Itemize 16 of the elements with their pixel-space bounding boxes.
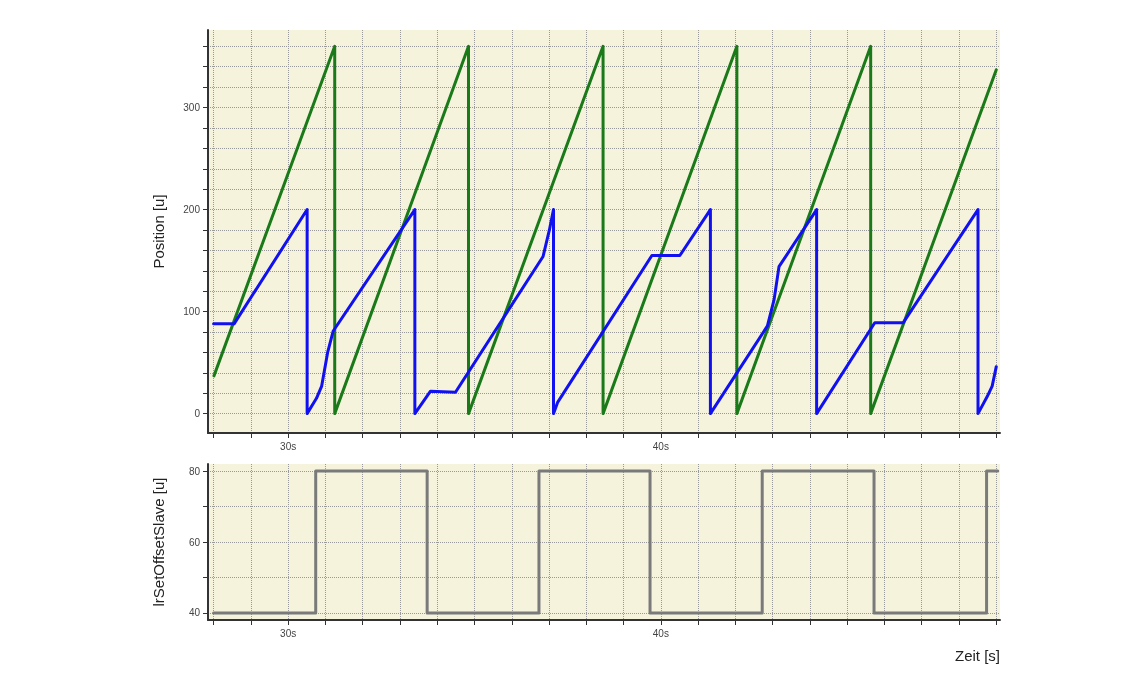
x-tick-label: 30s — [280, 440, 297, 452]
line-series — [212, 44, 998, 416]
x-tick-label: 40s — [652, 627, 669, 639]
line-series — [212, 208, 998, 416]
x-tick-label: 40s — [652, 440, 669, 452]
y-tick-label: 100 — [183, 306, 201, 318]
y-tick-label: 60 — [188, 536, 201, 548]
y-tick-label: 200 — [183, 204, 201, 216]
y-tick-label: 0 — [194, 408, 201, 420]
x-tick-label: 30s — [280, 627, 297, 639]
y-axis-title: lrSetOffsetSlave [u] — [150, 477, 167, 607]
y-tick-label: 80 — [188, 465, 201, 477]
y-tick-label: 300 — [183, 102, 201, 114]
x-axis-title: Zeit [s] — [954, 647, 1000, 664]
y-tick-label: 40 — [188, 607, 201, 619]
y-axis-title: Position [u] — [150, 194, 167, 269]
